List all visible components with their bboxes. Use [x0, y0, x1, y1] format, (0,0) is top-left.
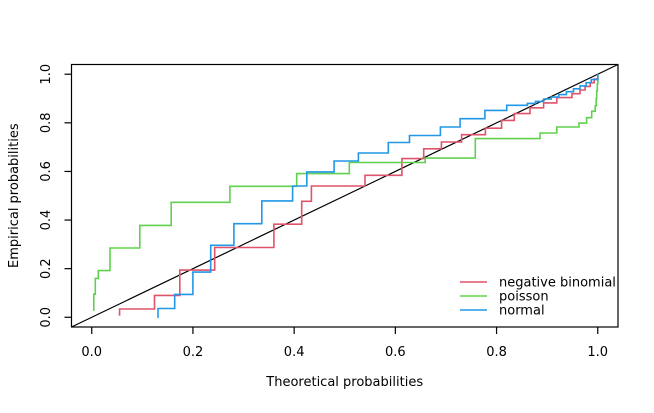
series-normal [157, 74, 599, 319]
x-axis: 0.0 0.2 0.4 0.6 0.8 1.0 [81, 327, 608, 360]
plot-box [70, 63, 619, 328]
y-axis: 0.0 0.2 0.4 0.6 0.8 1.0 [39, 64, 72, 328]
x-tick-label: 0.8 [486, 345, 507, 360]
legend-label-normal: normal [499, 304, 545, 319]
x-tick-label: 0.0 [81, 345, 102, 360]
y-tick-label: 0.2 [39, 258, 54, 279]
x-tick-label: 0.2 [183, 345, 204, 360]
y-tick-label: 1.0 [39, 64, 54, 85]
y-tick-label: 0.8 [39, 112, 54, 133]
series-negative-binomial [118, 74, 599, 316]
reference-line [71, 63, 619, 328]
series-poisson [92, 74, 599, 311]
x-axis-title: Theoretical probabilities [265, 375, 423, 390]
y-tick-label: 0.6 [39, 161, 54, 182]
series-layer [71, 63, 619, 328]
y-tick-label: 0.0 [39, 307, 54, 328]
x-tick-label: 0.6 [385, 345, 406, 360]
legend-label-poisson: poisson [499, 290, 549, 305]
legend-label-negative-binomial: negative binomial [499, 276, 616, 291]
x-tick-label: 1.0 [587, 345, 608, 360]
x-tick-label: 0.4 [284, 345, 305, 360]
y-axis-title: Empirical probabilities [7, 123, 22, 268]
y-tick-label: 0.4 [39, 210, 54, 231]
